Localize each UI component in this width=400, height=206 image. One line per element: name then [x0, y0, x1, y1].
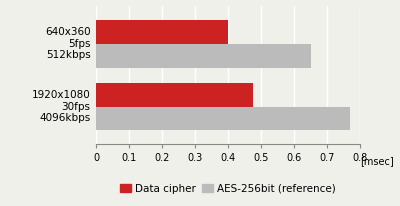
Bar [96, 83, 253, 107]
Bar [96, 20, 228, 44]
Legend: Data cipher, AES-256bit (reference): Data cipher, AES-256bit (reference) [116, 180, 340, 198]
Bar [96, 107, 350, 130]
Text: [msec]: [msec] [360, 156, 394, 166]
Bar [96, 44, 310, 68]
